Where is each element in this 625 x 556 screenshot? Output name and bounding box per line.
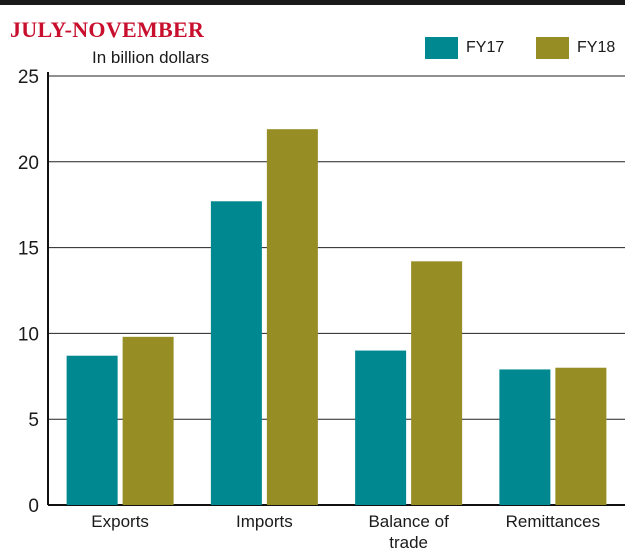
legend-item-fy17: FY17: [425, 37, 504, 59]
legend-label-fy17: FY17: [466, 39, 505, 56]
y-tick-label: 15: [18, 239, 39, 260]
bar-fy17-imports: [210, 201, 262, 505]
x-tick-label: trade: [389, 533, 428, 552]
top-rule: [0, 0, 625, 5]
legend-label-fy18: FY18: [577, 39, 616, 56]
y-tick-label: 20: [18, 153, 39, 174]
bar-fy17-remittances: [499, 369, 551, 505]
x-tick-label: Imports: [236, 512, 293, 531]
y-tick-label: 0: [28, 496, 39, 517]
legend-item-fy18: FY18: [536, 37, 615, 59]
bar-fy17-exports: [66, 355, 118, 505]
chart-title: JULY-NOVEMBER: [10, 17, 205, 42]
y-tick-label: 5: [28, 410, 39, 431]
legend-swatch-fy18: [536, 37, 569, 59]
bar-fy18-exports: [122, 336, 174, 505]
x-tick-label: Balance of: [368, 512, 449, 531]
legend-swatch-fy17: [425, 37, 458, 59]
x-tick-label: Remittances: [506, 512, 600, 531]
x-tick-label: Exports: [91, 512, 149, 531]
chart-subtitle: In billion dollars: [92, 48, 210, 67]
bar-fy17-balance-of-trade: [355, 350, 407, 505]
bar-fy18-imports: [266, 129, 318, 506]
bar-fy18-balance-of-trade: [411, 261, 463, 505]
y-tick-label: 10: [18, 324, 39, 345]
bar-fy18-remittances: [555, 367, 607, 505]
y-tick-label: 25: [18, 67, 39, 88]
